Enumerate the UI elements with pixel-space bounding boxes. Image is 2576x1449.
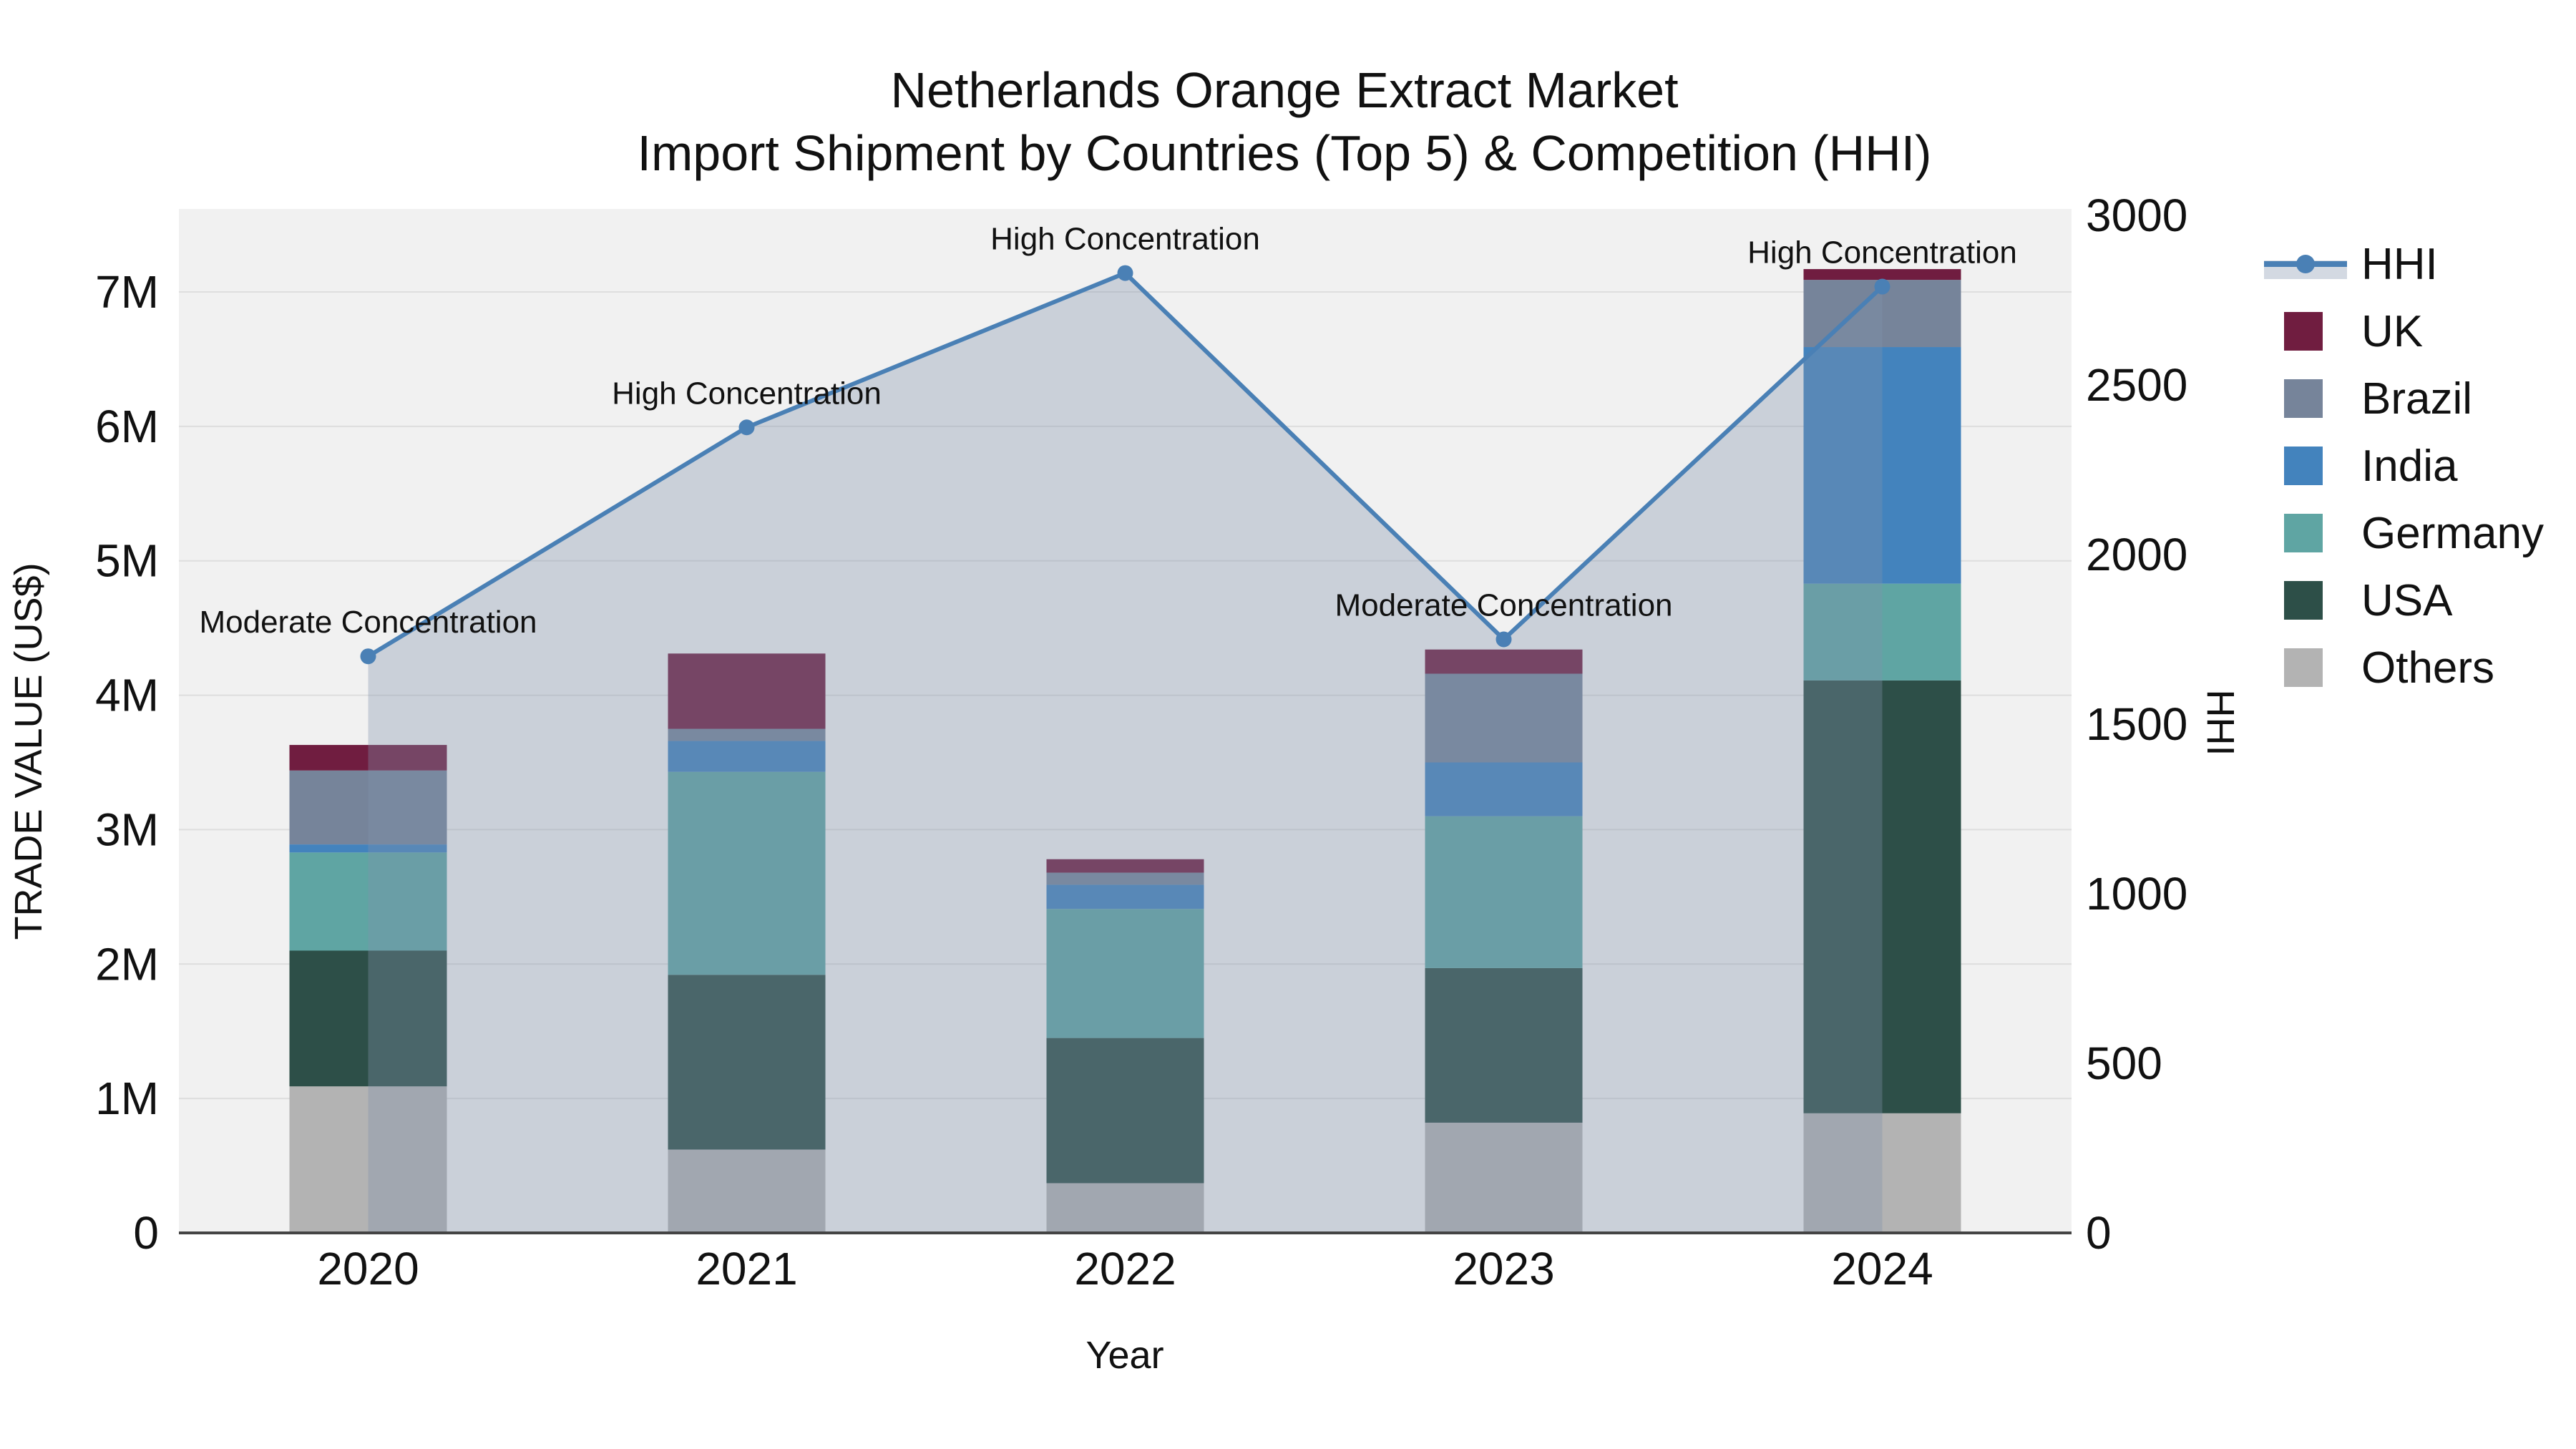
bar-segment-brazil-2023[interactable] xyxy=(1425,673,1583,763)
bar-segment-usa-2024[interactable] xyxy=(1803,680,1961,1113)
legend-label-uk: UK xyxy=(2361,307,2423,356)
y-left-tick-1m: 1M xyxy=(95,1073,159,1124)
bar-segment-germany-2020[interactable] xyxy=(289,852,447,951)
bar-segment-india-2023[interactable] xyxy=(1425,762,1583,816)
legend-item-germany[interactable]: Germany xyxy=(2284,509,2544,558)
y-right-tick-2500: 2500 xyxy=(2086,359,2187,411)
chart-title-line1: Netherlands Orange Extract Market xyxy=(890,62,1678,118)
legend-label-germany: Germany xyxy=(2361,509,2544,558)
bar-segment-india-2022[interactable] xyxy=(1046,884,1204,909)
y-right-tick-1000: 1000 xyxy=(2086,868,2187,919)
chart-title-line2: Import Shipment by Countries (Top 5) & C… xyxy=(638,125,1932,181)
legend-item-uk[interactable]: UK xyxy=(2284,307,2423,356)
y-right-tick-1500: 1500 xyxy=(2086,698,2187,750)
legend-label-india: India xyxy=(2361,441,2458,491)
bar-segment-uk-2022[interactable] xyxy=(1046,859,1204,873)
y-right-tick-3000: 3000 xyxy=(2086,190,2187,241)
legend-item-india[interactable]: India xyxy=(2284,441,2458,491)
annotation-2022: High Concentration xyxy=(990,222,1260,257)
bar-segment-india-2021[interactable] xyxy=(668,741,826,772)
x-tick-2021: 2021 xyxy=(696,1243,797,1294)
x-tick-2022: 2022 xyxy=(1074,1243,1176,1294)
annotation-2023: Moderate Concentration xyxy=(1335,588,1672,623)
y-right-axis-title: HHI xyxy=(2199,690,2242,756)
bar-segment-brazil-2021[interactable] xyxy=(668,728,826,741)
bar-segment-germany-2024[interactable] xyxy=(1803,583,1961,680)
bar-segment-brazil-2020[interactable] xyxy=(289,770,447,845)
y-left-tick-4m: 4M xyxy=(95,670,159,721)
bar-segment-uk-2023[interactable] xyxy=(1425,649,1583,674)
legend-label-hhi: HHI xyxy=(2361,240,2438,289)
bar-segment-usa-2023[interactable] xyxy=(1425,967,1583,1123)
legend-label-brazil: Brazil xyxy=(2361,374,2472,424)
y-right-tick-500: 500 xyxy=(2086,1038,2162,1089)
bar-segment-usa-2020[interactable] xyxy=(289,950,447,1087)
annotation-2021: High Concentration xyxy=(612,376,882,411)
legend-label-others: Others xyxy=(2361,643,2494,693)
hhi-marker-2022[interactable] xyxy=(1117,265,1133,281)
bar-segment-uk-2021[interactable] xyxy=(668,653,826,729)
legend-item-others[interactable]: Others xyxy=(2284,643,2494,693)
bar-segment-brazil-2022[interactable] xyxy=(1046,872,1204,885)
legend-item-brazil[interactable]: Brazil xyxy=(2284,374,2472,424)
hhi-marker-2023[interactable] xyxy=(1496,631,1512,648)
legend-swatch-brazil xyxy=(2284,379,2323,418)
bar-segment-germany-2023[interactable] xyxy=(1425,816,1583,968)
annotation-2020: Moderate Concentration xyxy=(199,605,537,640)
bar-segment-germany-2021[interactable] xyxy=(668,771,826,975)
y-left-tick-7m: 7M xyxy=(95,266,159,318)
x-tick-2024: 2024 xyxy=(1831,1243,1933,1294)
bar-segment-germany-2022[interactable] xyxy=(1046,909,1204,1038)
y-left-tick-5m: 5M xyxy=(95,535,159,587)
x-tick-2020: 2020 xyxy=(317,1243,419,1294)
x-axis-title: Year xyxy=(1085,1334,1163,1377)
bar-segment-india-2020[interactable] xyxy=(289,844,447,853)
legend-swatch-others xyxy=(2284,648,2323,687)
hhi-marker-2020[interactable] xyxy=(360,648,376,665)
y-left-tick-3m: 3M xyxy=(95,804,159,855)
legend-label-usa: USA xyxy=(2361,576,2453,625)
y-left-axis-title: TRADE VALUE (US$) xyxy=(7,562,50,940)
y-left-tick-2m: 2M xyxy=(95,938,159,990)
bar-segment-others-2023[interactable] xyxy=(1425,1122,1583,1233)
legend-item-usa[interactable]: USA xyxy=(2284,576,2453,625)
hhi-marker-2024[interactable] xyxy=(1874,278,1890,295)
bar-segment-india-2024[interactable] xyxy=(1803,347,1961,584)
chart-layers: Moderate Concentration High Concentration… xyxy=(95,190,2544,1294)
legend-swatch-uk xyxy=(2284,312,2323,351)
bar-segment-others-2020[interactable] xyxy=(289,1086,447,1233)
legend-swatch-usa xyxy=(2284,581,2323,620)
bar-segment-usa-2022[interactable] xyxy=(1046,1038,1204,1184)
y-left-tick-0: 0 xyxy=(133,1207,159,1259)
y-right-tick-2000: 2000 xyxy=(2086,529,2187,580)
x-tick-2023: 2023 xyxy=(1453,1243,1554,1294)
y-right-tick-0: 0 xyxy=(2086,1207,2112,1259)
bar-segment-others-2024[interactable] xyxy=(1803,1113,1961,1233)
bar-segment-usa-2021[interactable] xyxy=(668,975,826,1150)
hhi-marker-2021[interactable] xyxy=(738,419,755,436)
bar-segment-others-2022[interactable] xyxy=(1046,1183,1204,1233)
legend-swatch-germany xyxy=(2284,514,2323,552)
bar-segment-others-2021[interactable] xyxy=(668,1149,826,1233)
hhi-legend-marker xyxy=(2296,255,2315,273)
annotation-2024: High Concentration xyxy=(1747,235,2017,270)
legend-swatch-india xyxy=(2284,447,2323,485)
legend-item-hhi[interactable]: HHI xyxy=(2264,240,2438,289)
hhi-area-fill xyxy=(368,273,1883,1234)
bar-segment-uk-2024[interactable] xyxy=(1803,269,1961,280)
bar-segment-uk-2020[interactable] xyxy=(289,745,447,771)
y-left-tick-6m: 6M xyxy=(95,401,159,452)
